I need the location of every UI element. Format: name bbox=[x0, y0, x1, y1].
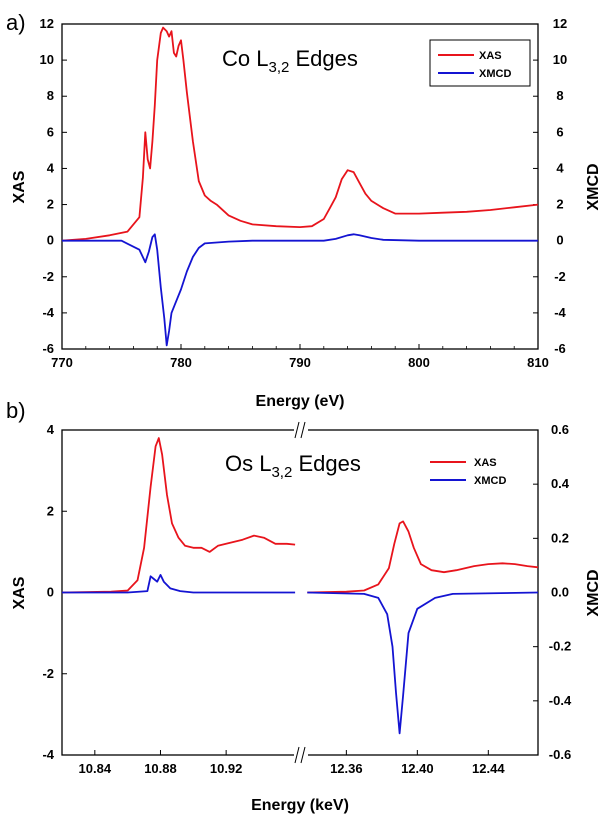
panel-b-series-xmcd-seg1 bbox=[307, 591, 539, 735]
panel-b-x-tick-label: 10.88 bbox=[144, 761, 177, 776]
panel-a-ylabel: XAS bbox=[11, 170, 28, 203]
panel-a-y2-tick-label: -6 bbox=[554, 341, 566, 356]
panel-b-legend-xmcd: XMCD bbox=[474, 475, 506, 487]
panel-a-y-tick-label: -2 bbox=[42, 269, 54, 284]
panel-b-x-tick-label: 10.92 bbox=[210, 761, 243, 776]
panel-a-y2-tick-label: 6 bbox=[556, 124, 563, 139]
panel-b-xlabel: Energy (keV) bbox=[251, 797, 349, 814]
panel-a-series-xmcd bbox=[62, 233, 538, 347]
panel-a-y-tick-label: 4 bbox=[47, 160, 55, 175]
panel-b-series-xas-seg0 bbox=[61, 437, 296, 594]
panel-a-xlabel: Energy (eV) bbox=[256, 393, 345, 410]
panel-b-y2-tick-label: 0.2 bbox=[551, 530, 569, 545]
panel-a-y2-tick-label: 0 bbox=[556, 233, 563, 248]
panel-a-legend: XAS XMCD bbox=[429, 39, 531, 87]
panel-a-y-tick-label: 12 bbox=[40, 16, 54, 31]
panel-a-y-tick-label: -4 bbox=[42, 305, 54, 320]
panel-b-y2-tick-label: -0.2 bbox=[549, 639, 571, 654]
panel-b-y2-tick-label: -0.6 bbox=[549, 747, 571, 762]
panel-b-x-tick-label: 10.84 bbox=[79, 761, 112, 776]
panel-a-x-tick-label: 800 bbox=[408, 355, 430, 370]
panel-a-y2-tick-label: 12 bbox=[553, 16, 567, 31]
panel-a-x-tick-label: 780 bbox=[170, 355, 192, 370]
panel-a-y-tick-label: 10 bbox=[40, 52, 54, 67]
panel-b-y2-tick-label: 0.4 bbox=[551, 476, 570, 491]
panel-b-y-tick-label: 2 bbox=[47, 503, 54, 518]
panel-a-y2-tick-label: 10 bbox=[553, 52, 567, 67]
panel-a-legend-box bbox=[429, 39, 531, 87]
axis-break-bottom-icon bbox=[294, 746, 306, 764]
panel-b-x-ticks: 10.84 10.88 10.92 12.36 12.40 12.44 bbox=[79, 750, 505, 776]
panel-a-series-xas bbox=[61, 26, 539, 242]
panel-a-y2-tick-label: 8 bbox=[556, 88, 563, 103]
panel-b-y-tick-label: -2 bbox=[42, 666, 54, 681]
panel-a-y2-tick-label: -2 bbox=[554, 269, 566, 284]
panel-b-title: Os L3,2 Edges bbox=[225, 451, 361, 481]
panel-b-x-tick-label: 12.36 bbox=[330, 761, 363, 776]
panel-b-x-tick-label: 12.40 bbox=[401, 761, 434, 776]
panel-a-y-tick-label: 6 bbox=[47, 124, 54, 139]
panel-a-legend-xas: XAS bbox=[479, 50, 502, 62]
panel-a-y-tick-label: 0 bbox=[47, 233, 54, 248]
panel-a-y2-ticks: -6 -4 -2 0 2 4 6 8 10 12 bbox=[533, 16, 567, 356]
panel-a-y-tick-label: -6 bbox=[42, 341, 54, 356]
panel-a-y2label: XMCD bbox=[585, 163, 602, 210]
panel-a-y-ticks: -6 -4 -2 0 2 4 6 8 10 12 bbox=[40, 16, 67, 356]
axis-break-top-icon bbox=[294, 421, 306, 439]
panel-a-x-tick-label: 810 bbox=[527, 355, 549, 370]
panel-a-x-tick-label: 790 bbox=[289, 355, 311, 370]
panel-a-y-tick-label: 8 bbox=[47, 88, 54, 103]
panel-a-x-tick-label: 770 bbox=[51, 355, 73, 370]
panel-b-y2-tick-label: 0.0 bbox=[551, 585, 569, 600]
panel-b-label: b) bbox=[6, 398, 26, 423]
panel-a-legend-xmcd: XMCD bbox=[479, 68, 511, 80]
panel-b-y-tick-label: 4 bbox=[47, 422, 55, 437]
panel-b-lines bbox=[61, 437, 539, 735]
panel-b-y2label: XMCD bbox=[585, 569, 602, 616]
panel-a-lines bbox=[61, 26, 539, 347]
panel-b-x-tick-label: 12.44 bbox=[472, 761, 505, 776]
panel-b-y-ticks: -4 -2 0 2 4 bbox=[42, 422, 67, 762]
panel-b-legend: XAS XMCD bbox=[430, 457, 506, 487]
panel-b-y2-tick-label: 0.6 bbox=[551, 422, 569, 437]
panel-b-y2-tick-label: -0.4 bbox=[549, 693, 572, 708]
panel-b-series-xmcd-seg0 bbox=[62, 574, 296, 594]
panel-b-legend-xas: XAS bbox=[474, 457, 497, 469]
panel-a-y-tick-label: 2 bbox=[47, 197, 54, 212]
panel-a-y2-tick-label: -4 bbox=[554, 305, 566, 320]
panel-b-y2-ticks: -0.6 -0.4 -0.2 0.0 0.2 0.4 0.6 bbox=[533, 422, 572, 762]
panel-b: b) -4 -2 0 2 4 -0.6 -0.4 -0.2 0.0 0.2 0.4 0.6 10.8… bbox=[6, 398, 602, 814]
panel-a-label: a) bbox=[6, 10, 26, 35]
panel-a-y2-tick-label: 2 bbox=[556, 197, 563, 212]
panel-a-x-ticks: 770 780 790 800 810 bbox=[51, 344, 549, 370]
panel-b-ylabel: XAS bbox=[11, 576, 28, 609]
panel-a-title: Co L3,2 Edges bbox=[222, 46, 358, 76]
panel-b-y-tick-label: -4 bbox=[42, 747, 54, 762]
panel-a-y2-tick-label: 4 bbox=[556, 160, 564, 175]
panel-b-y-tick-label: 0 bbox=[47, 585, 54, 600]
panel-b-series-xas-seg1 bbox=[307, 520, 539, 594]
